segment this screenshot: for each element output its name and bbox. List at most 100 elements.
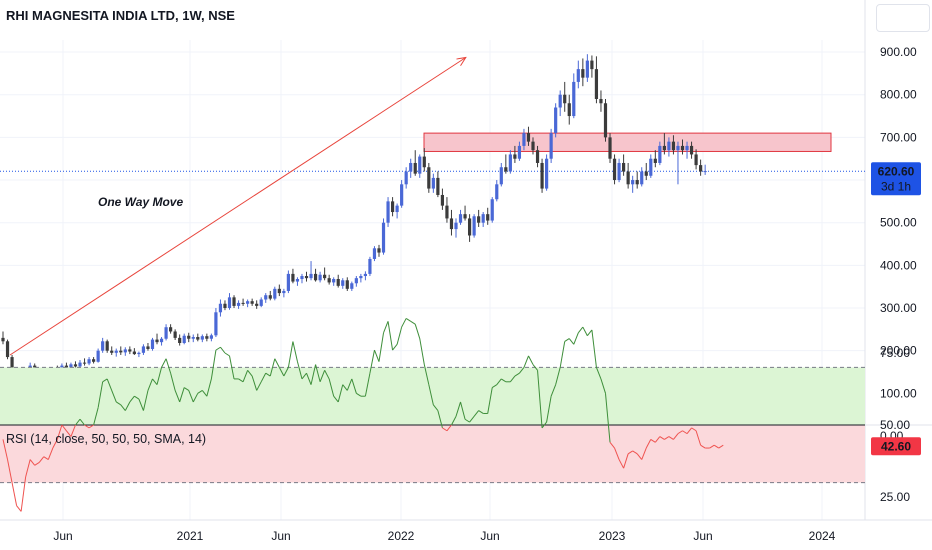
rsi-line-segment [654,436,661,443]
rsi-line-segment [16,505,22,512]
rsi-line-segment [283,367,289,377]
candle-body [567,103,571,117]
candle-body [92,359,96,362]
rsi-line-segment [220,346,226,354]
candle-body [268,295,272,299]
rsi-line-segment [632,450,638,455]
candle-body [554,107,558,134]
candle-body [146,346,150,349]
rsi-line-segment [61,424,67,432]
rsi-line-segment [7,459,13,483]
candle-body [649,158,653,176]
candle-body [545,158,549,189]
rsi-line-segment [301,372,307,380]
candle-body [386,201,390,223]
candle-body [372,248,377,259]
candle-body [336,279,340,286]
rsi-line-segment [686,427,692,434]
rsi-line-segment [134,395,140,400]
rsi-line-segment [555,367,561,385]
top-right-control[interactable] [876,4,930,32]
rsi-line-segment [564,338,570,342]
rsi-last-badge [871,437,921,456]
rsi-line-segment [310,364,317,385]
rsi-line-segment [38,456,45,463]
candle-body [522,133,526,146]
rsi-line-segment [52,439,58,449]
candle-body [282,290,286,294]
candle-body [354,278,358,284]
rsi-indicator-label[interactable]: RSI (14, close, 50, 50, 50, SMA, 14) [6,432,207,446]
rsi-line-segment [296,361,303,380]
rsi-line-segment [609,441,615,449]
time-tick-label: 2022 [388,529,415,543]
candle-body [164,327,168,339]
candle-body [662,145,666,151]
rsi-line-segment [147,378,153,391]
rsi-line-segment [550,384,557,397]
candle-body [631,180,635,185]
rsi-line-segment [165,358,172,374]
rsi-line-segment [364,373,371,397]
candle-body [504,167,508,172]
candle-body [105,341,109,351]
rsi-line-segment [75,418,81,426]
rsi-line-segment [650,438,656,443]
rsi-line-segment [43,456,49,460]
rsi-line-segment [573,332,579,345]
rsi-line-segment [260,372,267,383]
candle-body [671,141,676,151]
candle-body [359,276,363,279]
candle-body [191,337,195,339]
rsi-line-segment [124,401,131,411]
rsi-line-segment [437,410,443,429]
candle-body [182,335,186,344]
rsi-line-segment [369,350,375,374]
rsi-line-segment [469,416,475,423]
candle-body [368,258,372,274]
candle-body [264,295,268,300]
rsi-line-segment [718,444,724,449]
rsi-line-segment [641,447,647,460]
time-tick-label: Jun [480,529,499,543]
rsi-line-segment [129,395,135,403]
rsi-line-segment [324,370,330,380]
rsi-line-segment [478,410,484,414]
rsi-line-segment [210,350,217,379]
candle-body [128,349,132,352]
rsi-line-segment [460,401,466,420]
rsi-line-segment [256,381,262,391]
candle-body [363,273,367,277]
candle-body [390,201,395,213]
candle-body [658,145,662,163]
price-tick-label: 100.00 [880,386,917,400]
candle-body [626,171,630,185]
candle-body [209,335,213,339]
price-tick-label: 400.00 [880,258,917,272]
candle-body [463,214,467,219]
candle-body [608,137,612,159]
candle-body [490,199,494,221]
rsi-line-segment [695,430,702,446]
rsi-line-segment [537,370,543,428]
price-tick-label: 200.00 [880,344,917,358]
rsi-line-segment [623,453,629,469]
candle-body [694,154,698,166]
rsi-line-segment [659,436,665,440]
candle-body [449,218,454,230]
rsi-line-segment [446,424,452,432]
candle-body [508,154,512,172]
candle-body [309,273,313,279]
candle-body [232,297,236,306]
rsi-line-segment [423,364,430,385]
candle-body [486,214,490,221]
rsi-line-segment [156,367,163,385]
candle-body [499,167,503,185]
candle-body [458,214,463,223]
rsi-line-segment [410,320,416,325]
rsi-line-segment [292,341,298,362]
candle-body [277,288,281,294]
rsi-line-segment [93,407,99,426]
time-tick-label: 2023 [599,529,626,543]
